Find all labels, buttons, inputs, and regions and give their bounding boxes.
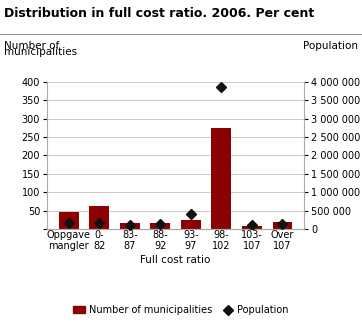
Text: Number of: Number of [4, 41, 59, 51]
Bar [59, 212, 79, 229]
Legend: Number of municipalities, Population: Number of municipalities, Population [69, 301, 293, 319]
X-axis label: Full cost ratio: Full cost ratio [140, 255, 211, 265]
Bar [242, 226, 262, 229]
Bar [120, 223, 140, 229]
Bar [273, 222, 292, 229]
Text: Distribution in full cost ratio. 2006. Per cent: Distribution in full cost ratio. 2006. P… [4, 7, 314, 20]
Bar [211, 128, 231, 229]
Bar [89, 206, 109, 229]
Bar [181, 220, 201, 229]
Bar [150, 223, 170, 229]
Text: municipalities: municipalities [4, 47, 77, 58]
Text: Population: Population [303, 41, 358, 51]
